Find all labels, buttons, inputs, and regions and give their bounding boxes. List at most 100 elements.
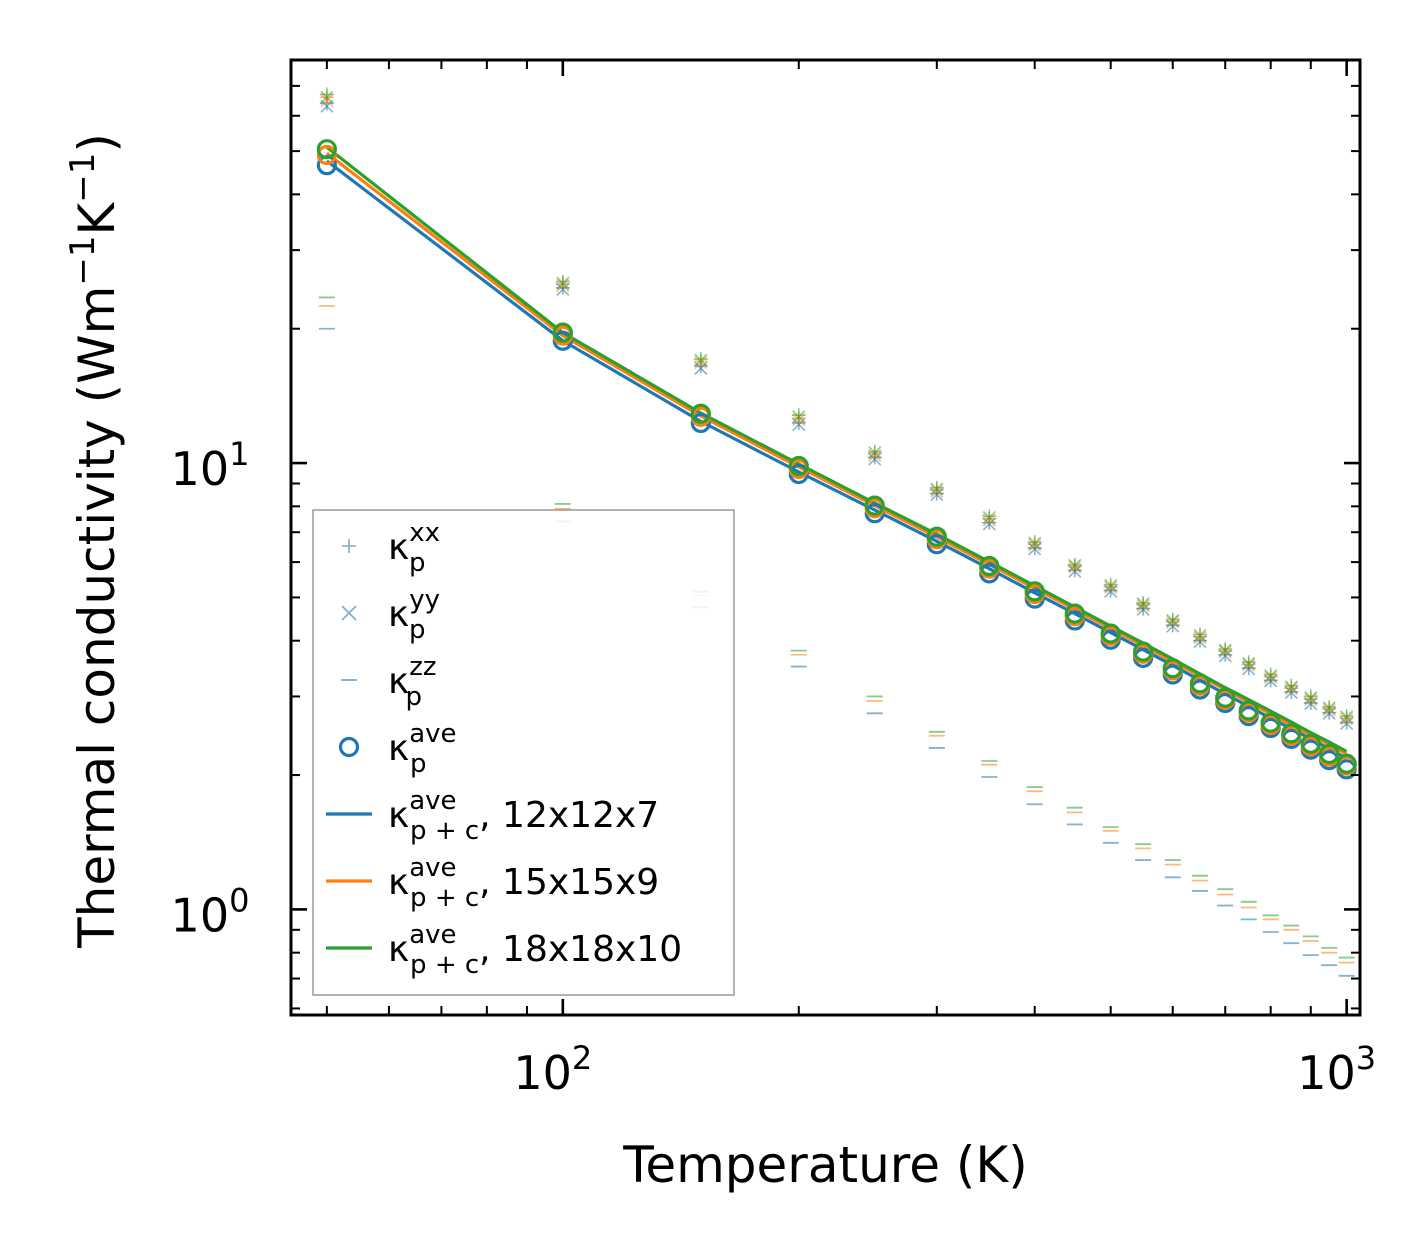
data-point-x	[1304, 693, 1318, 707]
legend-entry: κxx p	[342, 518, 440, 578]
data-point-x	[868, 452, 882, 466]
legend-label: κyy p	[388, 585, 440, 645]
x-tick-label: 103	[1297, 1039, 1376, 1100]
data-point-x	[792, 413, 806, 427]
data-point-circle	[1133, 641, 1154, 662]
legend-plus-marker	[342, 539, 356, 553]
data-point-x	[1104, 578, 1118, 592]
data-point-x	[1028, 542, 1042, 556]
data-point-circle	[1319, 743, 1340, 765]
data-point-circle	[316, 139, 337, 160]
y-axis-title: Thermal conductivity (Wm−1K−1)	[63, 133, 126, 949]
series-kyy-12x12x7	[320, 99, 1354, 731]
data-point-x	[1136, 602, 1150, 616]
data-point-circle	[1064, 603, 1085, 624]
data-point-x	[1284, 680, 1298, 694]
data-point-x	[694, 355, 708, 370]
data-point-x	[1068, 558, 1082, 572]
data-point-x	[982, 510, 996, 525]
data-point-x	[982, 517, 996, 531]
data-point-x	[1104, 581, 1118, 595]
data-point-circle	[1260, 712, 1281, 733]
data-point-x	[930, 488, 944, 502]
data-point-x	[1068, 564, 1082, 578]
data-point-x	[1340, 716, 1354, 731]
data-point-x	[320, 93, 334, 107]
data-point-circle	[788, 455, 809, 477]
data-point-x	[1322, 701, 1336, 715]
data-point-circle	[1189, 673, 1211, 694]
data-point-x	[1340, 712, 1354, 726]
legend-entry: κave p + c, 15x15x9	[326, 853, 659, 913]
data-point-x	[1104, 584, 1118, 598]
x-tick-label: 102	[513, 1039, 592, 1100]
data-point-x	[1028, 538, 1042, 552]
y-tick-label: 101	[171, 435, 250, 496]
legend-label: κxx p	[388, 518, 440, 578]
data-point-circle	[316, 144, 337, 166]
data-point-x	[1284, 686, 1298, 700]
data-point-circle	[1024, 581, 1045, 602]
y-tick-label: 100	[171, 881, 250, 942]
data-point-x	[1068, 560, 1082, 574]
legend-label: κave p + c, 18x18x10	[388, 920, 682, 980]
data-point-circle	[864, 495, 885, 516]
data-point-plus	[1284, 678, 1299, 693]
series-line	[325, 151, 1348, 756]
series-kyy-18x18x10	[320, 90, 1354, 724]
data-point-x	[1340, 710, 1354, 724]
data-point-circle	[1162, 658, 1183, 679]
legend-label: κave p + c, 12x12x7	[388, 786, 659, 846]
legend-label: κave p + c, 15x15x9	[388, 853, 659, 913]
data-point-circle	[926, 526, 947, 547]
plot-content	[316, 87, 1357, 977]
series-kzz-15x15x9	[318, 304, 1355, 964]
series-kp-c-ave-15x15x9	[325, 151, 1348, 756]
data-point-x	[1322, 703, 1336, 717]
data-point-circle	[1238, 700, 1259, 721]
data-point-x	[1028, 536, 1042, 550]
data-point-x	[1322, 706, 1336, 720]
data-point-circle	[1300, 733, 1321, 754]
data-point-plus	[1263, 667, 1278, 682]
data-point-x	[1166, 613, 1180, 628]
data-point-plus	[1303, 689, 1318, 704]
data-point-x	[1136, 599, 1150, 613]
data-point-x	[982, 513, 996, 527]
legend: κxx p κyy p κzz p κave p κave p + c, 12x12x7 κave p…	[312, 509, 735, 996]
data-point-x	[1166, 619, 1180, 633]
legend-x-marker	[341, 605, 357, 621]
data-point-x	[1242, 658, 1256, 672]
data-point-x	[1218, 649, 1232, 663]
data-point-x	[868, 446, 882, 460]
data-point-x	[1166, 615, 1180, 629]
series-kave-18x18x10	[316, 139, 1357, 774]
legend-entry: κave p	[338, 719, 457, 779]
data-point-x	[556, 282, 570, 296]
data-point-x	[1284, 682, 1298, 696]
data-point-x	[1218, 645, 1232, 659]
data-point-x	[1242, 662, 1256, 676]
data-point-x	[1304, 697, 1318, 711]
data-point-circle	[552, 322, 573, 343]
plot-frame	[289, 58, 1362, 1017]
data-point-circle	[1215, 687, 1236, 708]
data-point-circle	[1100, 623, 1121, 644]
data-point-circle	[690, 403, 711, 424]
data-point-circle	[979, 555, 1000, 577]
data-point-x	[694, 353, 708, 367]
legend-circle-marker	[338, 736, 360, 758]
data-point-x	[868, 448, 882, 463]
data-point-x	[792, 410, 806, 424]
legend-box	[312, 509, 735, 996]
data-point-x	[1264, 670, 1278, 684]
data-point-x	[930, 482, 944, 496]
legend-entry: κzz p	[341, 652, 437, 712]
data-point-x	[1264, 669, 1278, 683]
data-point-x	[1193, 631, 1207, 645]
legend-label: κzz p	[388, 652, 437, 712]
data-point-x	[1242, 656, 1256, 670]
legend-entry: κave p + c, 12x12x7	[326, 786, 659, 846]
series-kyy-15x15x9	[320, 93, 1354, 726]
